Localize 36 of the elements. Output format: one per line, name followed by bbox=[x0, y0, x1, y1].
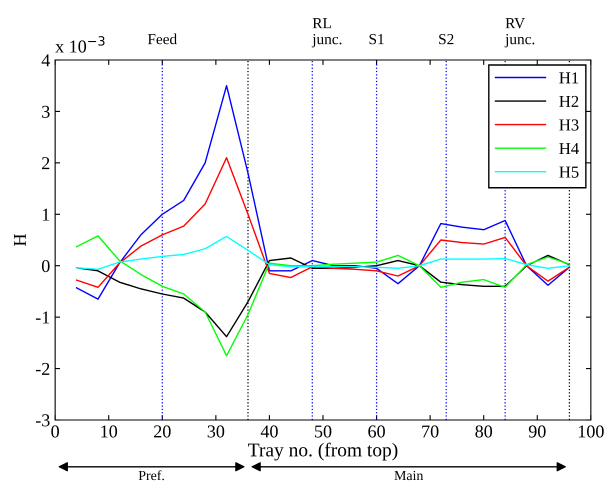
x-tick-label: 70 bbox=[422, 425, 438, 438]
legend-label: H2 bbox=[559, 96, 578, 107]
x-tick-label: 100 bbox=[578, 425, 604, 438]
x-tick-label: 80 bbox=[475, 425, 492, 438]
y-tick-label: 4 bbox=[42, 54, 50, 66]
y-tick-label: -3 bbox=[36, 414, 50, 426]
legend-label: H3 bbox=[559, 119, 579, 131]
y-tick-label: 2 bbox=[42, 157, 50, 170]
y-tick-label: -2 bbox=[36, 362, 50, 375]
x-tick-label: 60 bbox=[368, 425, 385, 438]
y-tick-label: 0 bbox=[42, 260, 50, 272]
y-tick-label: -1 bbox=[36, 311, 50, 324]
legend-label: H1 bbox=[559, 72, 578, 84]
x-tick-label: 90 bbox=[528, 425, 546, 438]
line-series bbox=[76, 236, 570, 270]
ref-line-label: S1 bbox=[370, 34, 384, 44]
y-tick-label: 3 bbox=[42, 106, 50, 118]
x-tick-label: 50 bbox=[315, 425, 332, 438]
ref-line-label: S2 bbox=[439, 34, 454, 44]
y-tick-label: 1 bbox=[42, 208, 50, 221]
x-tick-label: 10 bbox=[101, 425, 118, 438]
text: x 10$^{−3}$ bbox=[55, 36, 105, 53]
text: Main bbox=[394, 470, 424, 480]
x-tick-label: 30 bbox=[208, 425, 224, 438]
legend-label: H5 bbox=[559, 166, 579, 178]
ref-line-label: RL junc. bbox=[312, 18, 342, 48]
text: Pref. bbox=[138, 470, 164, 480]
line-series bbox=[76, 235, 570, 356]
x-axis-title: Tray no. (from top) bbox=[248, 442, 398, 461]
x-tick-label: 0 bbox=[51, 425, 59, 438]
x-tick-label: 20 bbox=[154, 425, 171, 438]
legend-label: H4 bbox=[559, 143, 579, 154]
ref-line-label: Feed bbox=[148, 34, 177, 44]
ref-line-label: RV junc. bbox=[504, 18, 534, 48]
y-axis-title: H bbox=[14, 234, 26, 246]
x-tick-label: 40 bbox=[260, 425, 278, 438]
